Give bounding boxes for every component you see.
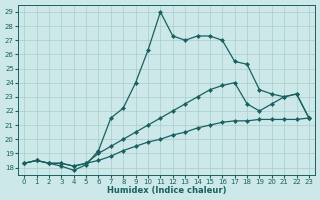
X-axis label: Humidex (Indice chaleur): Humidex (Indice chaleur) bbox=[107, 186, 226, 195]
